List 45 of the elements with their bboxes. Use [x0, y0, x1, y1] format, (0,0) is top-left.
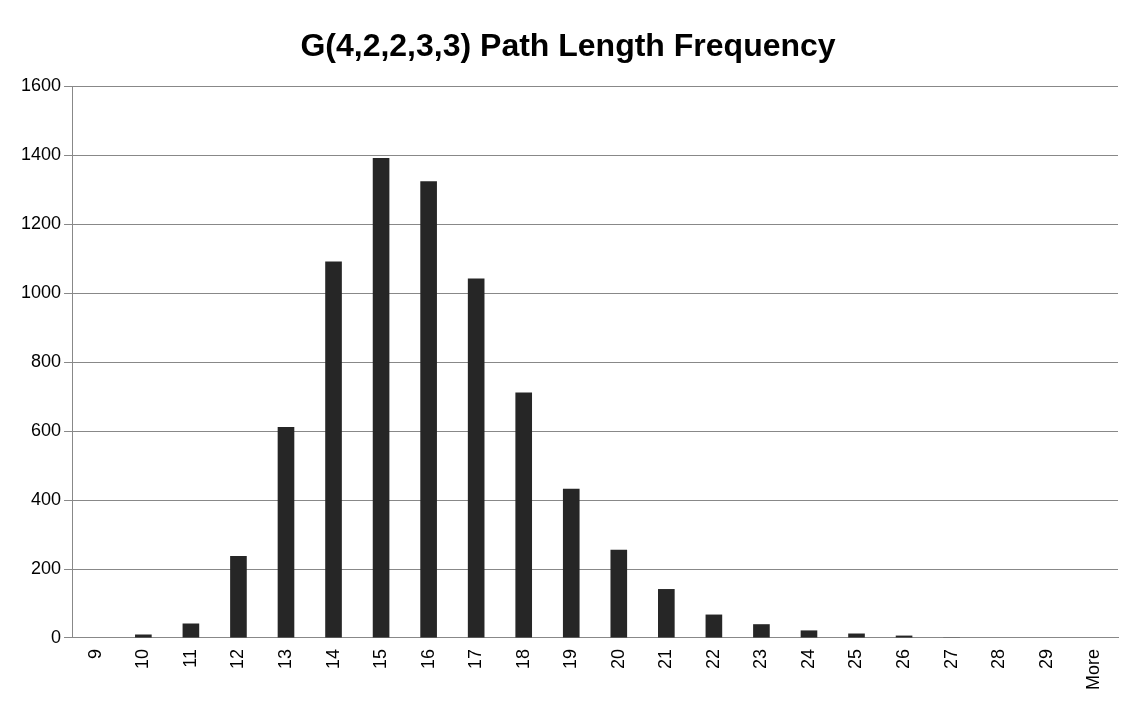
x-tick-label: 22 [702, 648, 723, 670]
x-tick-label: More [1083, 648, 1104, 691]
y-tick-label: 1200 [21, 213, 62, 234]
x-tick-label: 13 [274, 648, 295, 670]
x-tick-label: 20 [607, 648, 628, 670]
x-tick-label: 23 [750, 648, 771, 670]
x-tick-label: 9 [84, 648, 105, 660]
bar [753, 624, 770, 638]
bar [372, 158, 390, 638]
x-tick-label: 16 [417, 648, 438, 670]
x-tick-label: 28 [988, 648, 1009, 670]
y-tick-label: 400 [31, 489, 62, 510]
bar [515, 392, 533, 638]
bar [230, 555, 247, 638]
y-tick-label: 1600 [21, 75, 62, 96]
bar [658, 589, 675, 638]
bar [467, 278, 485, 638]
bar [562, 488, 580, 638]
bar [800, 630, 818, 638]
y-tick-label: 800 [31, 351, 62, 372]
y-tick-label: 200 [31, 558, 62, 579]
bar [420, 181, 437, 638]
chart-title: G(4,2,2,3,3) Path Length Frequency [300, 27, 836, 64]
y-tick-label: 1400 [21, 144, 62, 165]
x-tick-label: 10 [132, 648, 153, 670]
x-tick-label: 25 [845, 648, 866, 670]
bar [325, 261, 342, 638]
x-tick-label: 27 [940, 648, 961, 670]
x-tick-label: 17 [465, 648, 486, 670]
y-tick-label: 1000 [21, 282, 62, 303]
x-tick-label: 18 [512, 648, 533, 670]
x-tick-label: 11 [179, 648, 200, 668]
bar [277, 427, 295, 638]
x-tick-label: 21 [655, 648, 676, 670]
x-tick-label: 14 [322, 648, 343, 670]
x-tick-label: 15 [370, 648, 391, 670]
y-tick-label: 600 [31, 420, 62, 441]
x-tick-label: 29 [1035, 648, 1056, 670]
x-tick-label: 26 [893, 648, 914, 670]
bar [705, 614, 723, 638]
x-tick-label: 24 [797, 648, 818, 670]
y-tick-label: 0 [51, 626, 62, 647]
x-tick-label: 19 [560, 648, 581, 670]
x-tick-label: 12 [227, 648, 248, 670]
bar [610, 549, 628, 638]
